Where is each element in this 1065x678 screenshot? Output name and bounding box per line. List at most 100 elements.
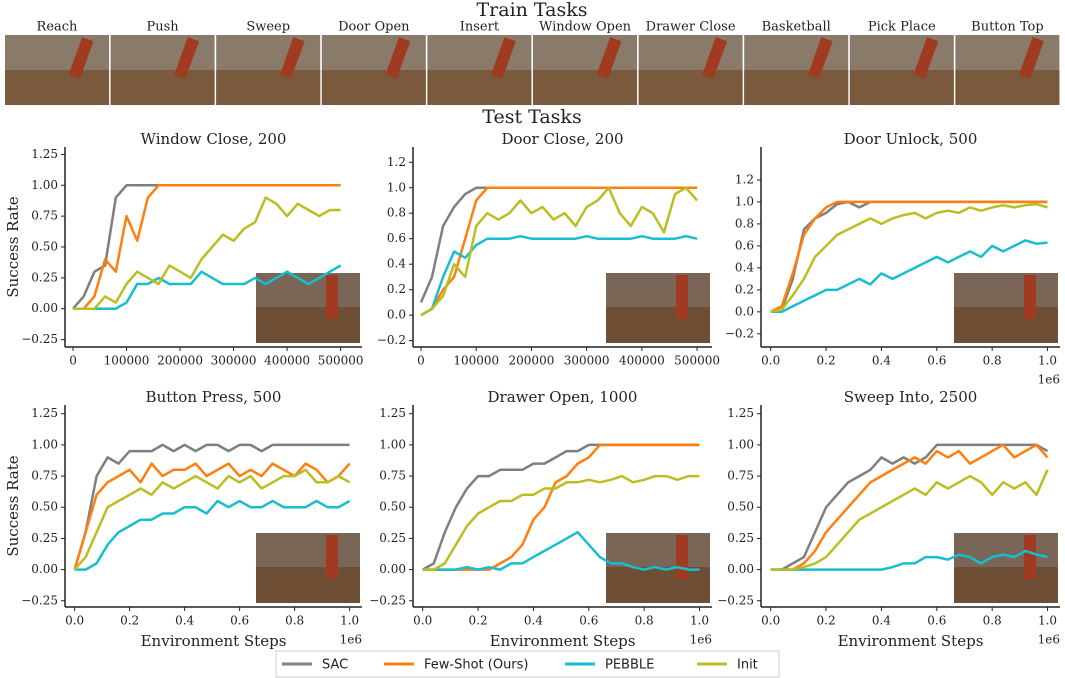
thumbnail-floor <box>533 70 637 105</box>
y-axis-label: Success Rate <box>4 455 22 556</box>
y-axis-label: Success Rate <box>4 196 22 297</box>
x-axis-label: Environment Steps <box>141 632 287 650</box>
thumbnail-floor <box>322 70 426 105</box>
task-label: Button Top <box>971 20 1044 35</box>
y-tick-label: 1.00 <box>31 437 58 451</box>
y-tick-label: 1.00 <box>379 437 406 451</box>
inset-floor <box>256 567 360 603</box>
chart-title: Drawer Open, 1000 <box>488 388 638 406</box>
x-tick-label: 0 <box>69 354 77 368</box>
x-tick-label: 300000 <box>211 354 257 368</box>
y-tick-label: 1.25 <box>727 406 754 420</box>
thumbnail-floor <box>427 70 531 105</box>
y-tick-label: 0.25 <box>31 270 58 284</box>
x-tick-label: 400000 <box>264 354 310 368</box>
x-offset-label: 1e6 <box>1038 633 1060 647</box>
y-tick-label: 0.0 <box>387 308 406 322</box>
figure: Train Tasks Test Tasks Reach Push Sweep Doo… <box>0 0 1065 678</box>
legend-label: PEBBLE <box>605 658 654 673</box>
y-tick-label: 0.4 <box>735 260 754 274</box>
x-tick-label: 100000 <box>453 354 499 368</box>
x-tick-label: 0.0 <box>761 354 780 368</box>
y-tick-label: 0.50 <box>379 500 406 514</box>
y-tick-label: 0.50 <box>31 240 58 254</box>
task-label: Window Open <box>539 20 632 35</box>
y-tick-label: 0.4 <box>387 257 406 271</box>
task-label: Drawer Close <box>646 20 736 35</box>
thumbnail-floor <box>111 70 215 105</box>
y-tick-label: 0.2 <box>735 282 754 296</box>
y-tick-label: 0.25 <box>379 531 406 545</box>
y-tick-label: 1.2 <box>387 155 406 169</box>
task-label: Sweep <box>246 20 290 35</box>
y-tick-label: 0.75 <box>727 469 754 483</box>
inset-robot <box>1024 275 1036 319</box>
x-tick-label: 0.2 <box>120 614 139 628</box>
x-tick-label: 0 <box>417 354 425 368</box>
task-label: Reach <box>37 20 79 35</box>
y-tick-label: 0.00 <box>31 562 58 576</box>
y-tick-label: −0.2 <box>725 326 754 340</box>
x-tick-label: 500000 <box>674 354 720 368</box>
y-tick-label: 0.75 <box>379 469 406 483</box>
inset-robot <box>326 275 338 319</box>
thumbnail-floor <box>5 70 109 105</box>
thumbnail-floor <box>955 70 1059 105</box>
x-offset-label: 1e6 <box>690 633 712 647</box>
chart-title: Window Close, 200 <box>141 130 287 148</box>
y-tick-label: 0.0 <box>735 304 754 318</box>
y-tick-label: 0.25 <box>31 531 58 545</box>
y-tick-label: 0.2 <box>387 282 406 296</box>
y-tick-label: 0.75 <box>31 209 58 223</box>
x-tick-label: 500000 <box>318 354 364 368</box>
legend-label: Few-Shot (Ours) <box>424 658 529 673</box>
x-tick-label: 300000 <box>564 354 610 368</box>
x-tick-label: 0.8 <box>285 614 304 628</box>
x-tick-label: 0.8 <box>983 614 1002 628</box>
inset-floor <box>954 567 1058 603</box>
thumbnail-floor <box>216 70 320 105</box>
x-axis-label: Environment Steps <box>490 632 636 650</box>
x-offset-label: 1e6 <box>340 633 362 647</box>
train-title: Train Tasks <box>477 0 588 21</box>
inset-robot <box>1024 535 1036 579</box>
legend-label: Init <box>737 658 758 673</box>
task-label: Basketball <box>762 20 831 35</box>
x-tick-label: 100000 <box>104 354 150 368</box>
task-label: Insert <box>460 20 500 35</box>
x-tick-label: 1.0 <box>690 614 709 628</box>
task-label: Pick Place <box>868 20 936 35</box>
y-tick-label: 1.00 <box>31 178 58 192</box>
y-tick-label: 0.8 <box>735 216 754 230</box>
chart-title: Sweep Into, 2500 <box>844 388 978 406</box>
y-tick-label: −0.25 <box>717 593 754 607</box>
x-offset-label: 1e6 <box>1038 373 1060 387</box>
inset-floor <box>256 307 360 343</box>
x-tick-label: 0.0 <box>65 614 84 628</box>
inset-robot <box>326 535 338 579</box>
x-tick-label: 0.0 <box>761 614 780 628</box>
x-tick-label: 400000 <box>619 354 665 368</box>
x-tick-label: 0.6 <box>927 354 946 368</box>
x-tick-label: 0.2 <box>817 614 836 628</box>
y-tick-label: 0.50 <box>31 500 58 514</box>
test-title: Test Tasks <box>482 106 581 128</box>
chart-title: Button Press, 500 <box>146 388 282 406</box>
x-tick-label: 0.4 <box>175 614 194 628</box>
x-tick-label: 200000 <box>509 354 555 368</box>
y-tick-label: 1.0 <box>735 194 754 208</box>
x-tick-label: 0.0 <box>413 614 432 628</box>
y-tick-label: 0.6 <box>387 231 406 245</box>
task-label: Push <box>147 20 180 35</box>
y-tick-label: 1.00 <box>727 437 754 451</box>
chart-title: Door Unlock, 500 <box>844 130 978 148</box>
y-tick-label: 1.25 <box>31 406 58 420</box>
inset-floor <box>606 567 710 603</box>
y-tick-label: 0.8 <box>387 206 406 220</box>
thumbnail-floor <box>850 70 954 105</box>
inset-robot <box>676 535 688 579</box>
x-tick-label: 200000 <box>157 354 203 368</box>
inset-floor <box>606 307 710 343</box>
y-tick-label: 0.75 <box>31 469 58 483</box>
x-tick-label: 0.4 <box>872 614 891 628</box>
